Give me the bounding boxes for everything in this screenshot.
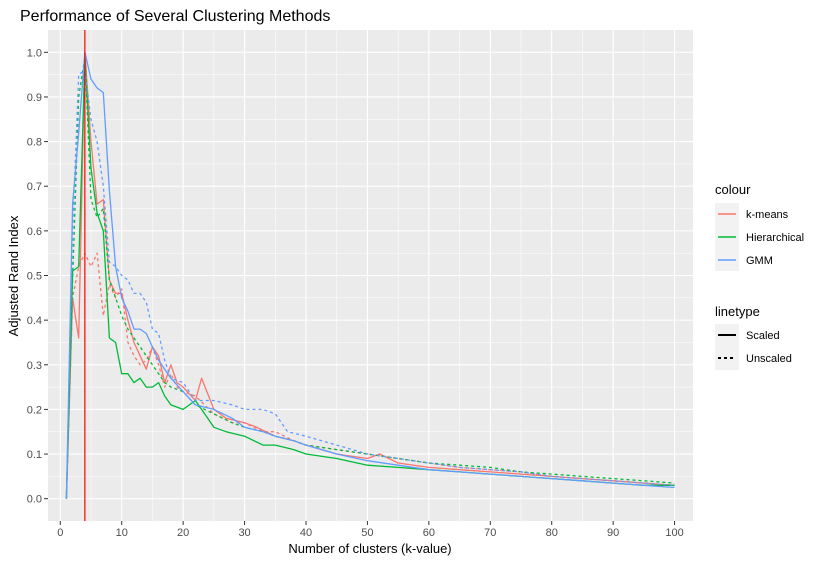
y-tick-label: 0.3 xyxy=(27,360,42,372)
chart-title: Performance of Several Clustering Method… xyxy=(20,8,330,25)
legend-colour-title: colour xyxy=(715,182,751,197)
x-tick-label: 50 xyxy=(361,527,373,539)
legend-linetype-label: Unscaled xyxy=(746,353,792,365)
y-tick-label: 0.8 xyxy=(27,137,42,149)
y-tick-label: 0.9 xyxy=(27,92,42,104)
series-line-gmm-unscaled xyxy=(65,69,675,499)
y-tick-label: 0.6 xyxy=(27,226,42,238)
x-tick-label: 20 xyxy=(177,527,189,539)
series-lines xyxy=(65,51,675,499)
axes: 0 10 20 30 40 50 60 70 80 90 100 0.0 0.1 0.2 0.3 0.4 0.5… xyxy=(27,47,684,539)
legend-colour-label: Hierarchical xyxy=(746,232,804,244)
y-axis-label: Adjusted Rand Index xyxy=(6,215,21,336)
x-tick-label: 100 xyxy=(665,527,683,539)
x-axis-label: Number of clusters (k-value) xyxy=(288,541,451,556)
x-tick-label: 40 xyxy=(300,527,312,539)
y-tick-label: 0.0 xyxy=(27,494,42,506)
y-tick-label: 0.1 xyxy=(27,449,42,461)
legend-colour-label: GMM xyxy=(746,255,773,267)
legend-linetype-key-background xyxy=(715,324,739,370)
x-tick-label: 90 xyxy=(607,527,619,539)
legend-linetype-title: linetype xyxy=(715,304,760,319)
x-tick-label: 60 xyxy=(423,527,435,539)
x-tick-label: 70 xyxy=(484,527,496,539)
y-tick-label: 0.5 xyxy=(27,271,42,283)
y-tick-label: 0.2 xyxy=(27,404,42,416)
legend-colour-label: k-means xyxy=(746,209,789,221)
x-tick-label: 0 xyxy=(57,527,63,539)
x-tick-label: 30 xyxy=(238,527,250,539)
legend: colour linetype k-means Hierarchical GMM Sc… xyxy=(715,182,804,370)
series-line-gmm-scaled xyxy=(65,51,675,499)
y-tick-label: 0.7 xyxy=(27,181,42,193)
x-tick-label: 10 xyxy=(116,527,128,539)
y-tick-label: 0.4 xyxy=(27,315,42,327)
series-line-hierarchical-unscaled xyxy=(65,56,675,499)
x-tick-label: 80 xyxy=(546,527,558,539)
y-tick-label: 1.0 xyxy=(27,47,42,59)
series-line-k-means-unscaled xyxy=(65,252,675,499)
legend-linetype-label: Scaled xyxy=(746,330,780,342)
